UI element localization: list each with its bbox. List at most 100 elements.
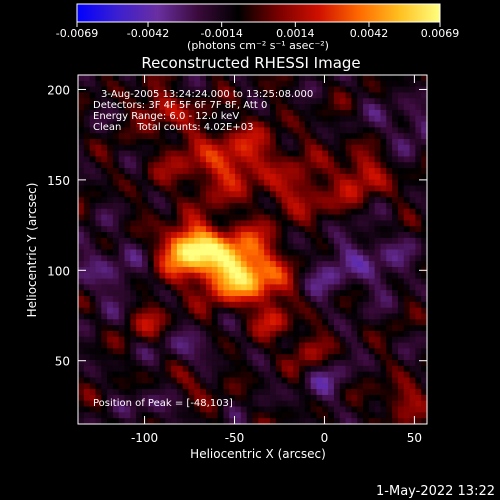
heatmap-cell xyxy=(188,389,195,396)
heatmap-cell xyxy=(176,394,184,402)
heatmap-cell xyxy=(409,261,416,268)
heatmap-cell xyxy=(397,284,405,291)
heatmap-cell xyxy=(147,272,155,280)
heatmap-cell xyxy=(299,330,306,338)
heatmap-cell xyxy=(200,406,207,413)
heatmap-cell xyxy=(397,278,405,285)
heatmap-cell xyxy=(380,383,387,390)
heatmap-cell xyxy=(159,138,166,146)
heatmap-cell xyxy=(118,185,126,192)
heatmap-cell xyxy=(194,232,201,239)
heatmap-cell xyxy=(264,301,271,309)
heatmap-cell xyxy=(246,86,254,94)
heatmap-cell xyxy=(217,133,225,140)
heatmap-cell xyxy=(299,173,306,181)
heatmap-cell xyxy=(345,383,352,390)
heatmap-cell xyxy=(409,202,416,210)
heatmap-cell xyxy=(287,400,294,408)
heatmap-cell xyxy=(95,220,102,227)
heatmap-cell xyxy=(235,406,242,413)
heatmap-cell xyxy=(89,214,97,222)
heatmap-cell xyxy=(182,109,190,117)
heatmap-cell xyxy=(171,261,178,268)
heatmap-cell xyxy=(130,98,137,105)
heatmap-cell xyxy=(339,185,347,192)
heatmap-cell xyxy=(386,104,393,111)
heatmap-cell xyxy=(205,418,213,425)
heatmap-cell xyxy=(333,75,341,82)
heatmap-cell xyxy=(171,301,178,309)
heatmap-cell xyxy=(339,75,347,82)
heatmap-cell xyxy=(304,330,312,338)
heatmap-cell xyxy=(205,377,213,384)
heatmap-cell xyxy=(304,336,312,344)
heatmap-cell xyxy=(258,330,265,338)
heatmap-cell xyxy=(275,255,283,262)
heatmap-cell xyxy=(107,383,114,390)
heatmap-cell xyxy=(386,92,393,99)
heatmap-cell xyxy=(310,354,318,361)
heatmap-cell xyxy=(217,342,225,349)
heatmap-cell xyxy=(299,197,306,204)
heatmap-cell xyxy=(281,202,288,210)
heatmap-cell xyxy=(403,156,411,163)
heatmap-cell xyxy=(130,284,137,291)
heatmap-cell xyxy=(235,121,242,128)
heatmap-cell xyxy=(304,319,312,326)
heatmap-cell xyxy=(101,226,108,233)
heatmap-cell xyxy=(194,121,201,128)
heatmap-cell xyxy=(223,389,230,396)
heatmap-cell xyxy=(194,156,201,163)
heatmap-cell xyxy=(316,400,323,408)
heatmap-cell xyxy=(293,208,300,216)
heatmap-cell xyxy=(176,325,184,332)
heatmap-cell xyxy=(392,354,399,361)
heatmap-cell xyxy=(287,197,294,204)
heatmap-cell xyxy=(194,75,201,82)
heatmap-cell xyxy=(281,185,288,192)
heatmap-cell xyxy=(141,92,149,99)
heatmap-cell xyxy=(380,348,387,355)
heatmap-cell xyxy=(147,325,155,332)
heatmap-cell xyxy=(345,342,352,349)
heatmap-cell xyxy=(363,214,370,222)
heatmap-cell xyxy=(281,406,288,413)
heatmap-cell xyxy=(264,307,271,315)
heatmap-cell xyxy=(287,138,294,146)
heatmap-cell xyxy=(333,296,341,303)
heatmap-cell xyxy=(304,394,312,402)
heatmap-cell xyxy=(83,80,91,88)
heatmap-cell xyxy=(415,150,422,158)
heatmap-cell xyxy=(153,185,161,192)
heatmap-cell xyxy=(368,418,376,425)
heatmap-cell xyxy=(107,330,114,338)
heatmap-cell xyxy=(153,202,161,210)
heatmap-cell xyxy=(357,156,364,163)
heatmap-cell xyxy=(351,354,358,361)
heatmap-cell xyxy=(246,191,254,198)
heatmap-cell xyxy=(176,348,184,355)
heatmap-cell xyxy=(345,336,352,344)
heatmap-cell xyxy=(136,202,143,210)
heatmap-cell xyxy=(205,150,213,158)
heatmap-cell xyxy=(112,290,120,297)
heatmap-cell xyxy=(351,371,358,379)
heatmap-cell xyxy=(188,325,195,332)
heatmap-cell xyxy=(322,214,329,222)
heatmap-cell xyxy=(403,202,411,210)
heatmap-cell xyxy=(83,150,91,158)
heatmap-cell xyxy=(136,191,143,198)
heatmap-cell xyxy=(374,301,382,309)
heatmap-cell xyxy=(275,330,283,338)
heatmap-cell xyxy=(235,307,242,315)
heatmap-cell xyxy=(293,284,300,291)
heatmap-cell xyxy=(83,202,91,210)
colorbar-tick-label: 0.0069 xyxy=(421,27,460,40)
heatmap-cell xyxy=(118,400,126,408)
heatmap-cell xyxy=(205,255,213,262)
heatmap-cell xyxy=(322,336,329,344)
colorbar-tick-label: -0.0014 xyxy=(200,27,242,40)
heatmap-cell xyxy=(136,261,143,268)
heatmap-cell xyxy=(397,179,405,187)
heatmap-cell xyxy=(147,412,155,419)
